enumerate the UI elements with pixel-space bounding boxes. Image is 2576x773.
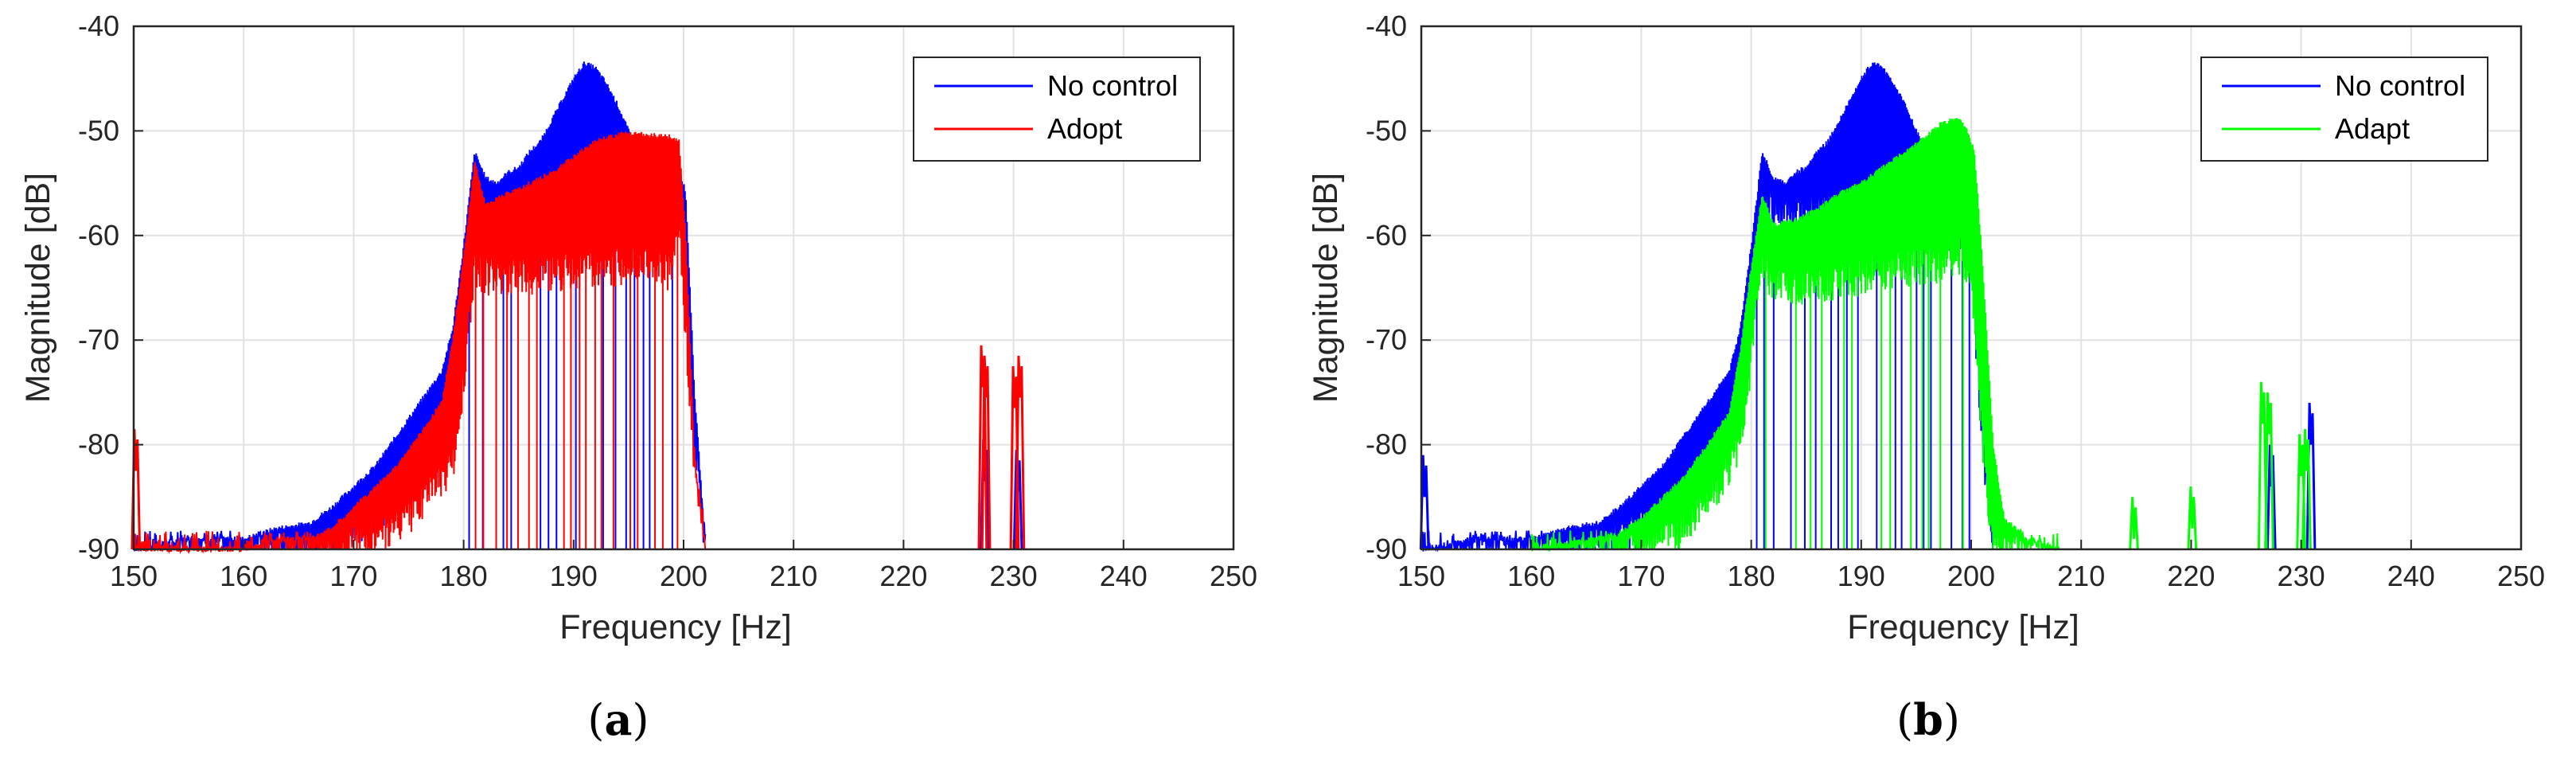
x-tick-label: 200 <box>1947 560 1995 592</box>
y-tick-label: -90 <box>1366 533 1407 565</box>
y-tick-label: -60 <box>78 219 119 252</box>
x-tick-label: 220 <box>879 560 927 592</box>
legend-label: No control <box>2335 69 2465 102</box>
series-spike <box>980 355 992 550</box>
y-tick-label: -80 <box>1366 428 1407 461</box>
x-tick-label: 250 <box>2497 560 2545 592</box>
panel-caption-a: (a) <box>587 694 649 745</box>
x-tick-label: 190 <box>1837 560 1885 592</box>
y-tick-label: -70 <box>78 323 119 356</box>
y-axis-label: Magnitude [dB] <box>19 173 57 403</box>
series-adapt <box>1530 118 2312 552</box>
legend-label: No control <box>1047 69 1178 102</box>
x-tick-label: 180 <box>440 560 488 592</box>
y-tick-label: -50 <box>78 114 119 146</box>
x-tick-label: 160 <box>220 560 267 592</box>
x-tick-label: 240 <box>2387 560 2435 592</box>
series-spike <box>2257 381 2268 550</box>
x-tick-label: 250 <box>1210 560 1257 592</box>
x-tick-label: 230 <box>990 560 1038 592</box>
ticks <box>1421 25 2522 550</box>
legend-box <box>913 57 1201 162</box>
legend-label: Adopt <box>1047 112 1122 145</box>
series-spike <box>2264 392 2274 550</box>
y-tick-label: -80 <box>78 428 119 461</box>
x-tick-label: 240 <box>1100 560 1148 592</box>
legend: No control Adopt <box>913 57 1201 162</box>
series-spike <box>977 345 988 550</box>
x-tick-label: 170 <box>329 560 377 592</box>
y-tick-label: -50 <box>1366 114 1407 146</box>
y-tick-label: -90 <box>78 533 119 565</box>
x-tick-label: 210 <box>770 560 817 592</box>
x-tick-label: 170 <box>1617 560 1665 592</box>
x-tick-label: 220 <box>2167 560 2215 592</box>
x-tick-label: 180 <box>1728 560 1775 592</box>
y-tick-label: -60 <box>1366 219 1407 252</box>
chart-b-svg: 150 160 170 180 190 200 210 220 230 240 250 -90 -80 -… <box>1307 10 2545 646</box>
x-axis-label: Frequency [Hz] <box>559 608 792 646</box>
legend: No control Adapt <box>2200 57 2488 162</box>
x-tick-label: 210 <box>2057 560 2105 592</box>
y-tick-label: -40 <box>78 10 119 42</box>
series-adopt <box>131 131 1026 555</box>
y-axis-label: Magnitude [dB] <box>1307 173 1345 403</box>
x-tick-label: 150 <box>1397 560 1445 592</box>
chart-panel-b: 150 160 170 180 190 200 210 220 230 240 250 -90 -80 -… <box>1288 0 2575 773</box>
x-tick-label: 150 <box>110 560 158 592</box>
series-spike <box>2187 486 2198 550</box>
y-tick-label: -70 <box>1366 323 1407 356</box>
series-spike <box>2301 428 2312 550</box>
x-axis-label: Frequency [Hz] <box>1847 608 2079 646</box>
chart-panel-a: 150 160 170 180 190 200 210 220 230 240 250 -90 -80 -… <box>19 10 1257 745</box>
legend-label: Adapt <box>2335 112 2410 145</box>
y-tick-label: -40 <box>1366 10 1407 42</box>
x-tick-label: 190 <box>550 560 598 592</box>
series-spike <box>2129 497 2139 550</box>
x-tick-label: 200 <box>660 560 707 592</box>
x-tick-label: 230 <box>2278 560 2325 592</box>
ticks <box>133 25 1234 550</box>
series-spike <box>1015 355 1026 550</box>
x-tick-label: 160 <box>1507 560 1555 592</box>
series-line <box>1530 118 2060 552</box>
panel-caption-b: (b) <box>1896 694 1960 745</box>
chart-a-svg: 150 160 170 180 190 200 210 220 230 240 250 -90 -80 -… <box>19 10 1257 646</box>
legend-box <box>2200 57 2488 162</box>
